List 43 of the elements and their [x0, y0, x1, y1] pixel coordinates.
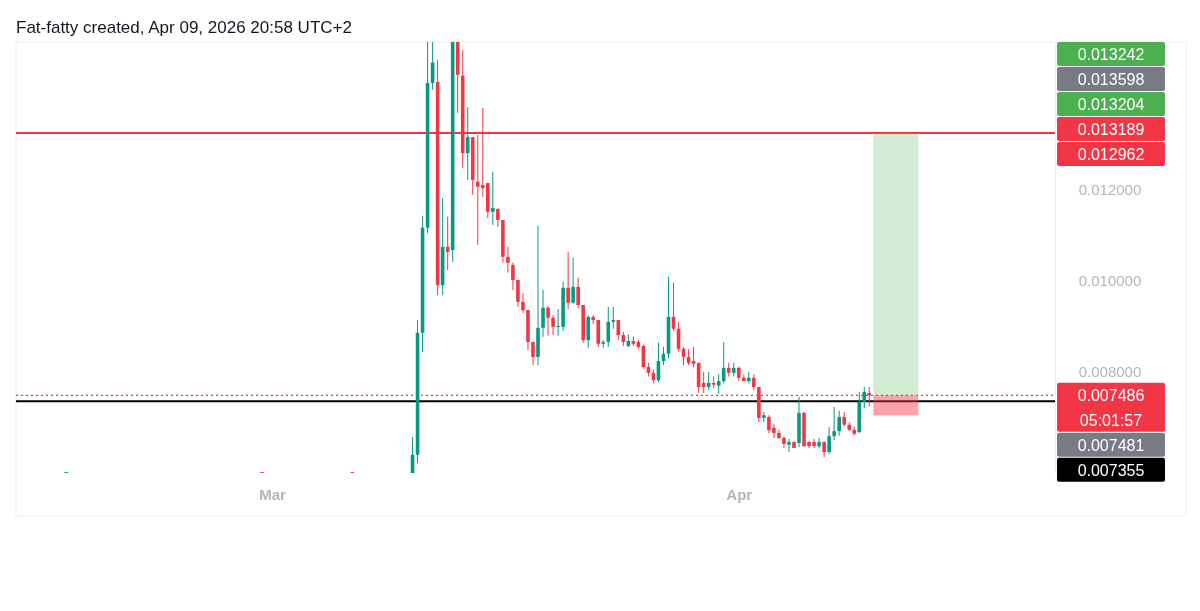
- text: 0.007481: [1077, 436, 1145, 454]
- candlestick: [586, 314, 590, 349]
- chart-title: Fat-fatty created, Apr 09, 2026 20:58 UTC+2: [16, 18, 352, 37]
- text: 0.007355: [1077, 461, 1145, 479]
- candlestick: [541, 289, 545, 338]
- candlestick: [606, 306, 611, 348]
- candlestick: [491, 171, 495, 226]
- candlestick: [521, 292, 525, 314]
- candlestick: [862, 386, 867, 409]
- candlestick: [576, 277, 580, 309]
- text: 0.013189: [1077, 121, 1145, 138]
- candlestick: [465, 106, 470, 181]
- candlestick: [571, 257, 575, 305]
- text: 0.013242: [1077, 46, 1145, 63]
- candlestick: [611, 306, 616, 330]
- candlestick: [817, 437, 821, 449]
- text: 0.012962: [1077, 146, 1145, 163]
- candlestick: [511, 262, 515, 291]
- x-tick-label: Mar: [259, 485, 286, 503]
- candlestick: [782, 436, 786, 449]
- candlestick: [827, 426, 831, 455]
- y-tick-label: 0.008000: [1078, 363, 1142, 381]
- text: 0.013204: [1077, 96, 1145, 113]
- candlestick: [787, 438, 791, 453]
- candlestick: [551, 314, 555, 336]
- candlestick: [716, 373, 721, 395]
- candlestick: [832, 406, 836, 441]
- candlestick: [837, 410, 841, 437]
- candlestick: [691, 346, 696, 368]
- candlestick: [516, 279, 520, 308]
- x-tick-label: Apr: [726, 485, 753, 503]
- candlestick: [496, 207, 500, 228]
- y-tick-label: 0.010000: [1078, 272, 1142, 290]
- candlestick: [506, 246, 510, 274]
- candlestick: [546, 305, 550, 337]
- y-tick-label: 0.012000: [1078, 181, 1142, 199]
- text: 05:01:57: [1079, 411, 1143, 429]
- candlestick: [596, 319, 601, 348]
- text: 0.013598: [1077, 71, 1145, 88]
- candlestick: [721, 341, 726, 384]
- candlestick: [762, 411, 766, 423]
- candlestick: [566, 251, 570, 310]
- ref-line-label: 0.007486: [1077, 386, 1145, 404]
